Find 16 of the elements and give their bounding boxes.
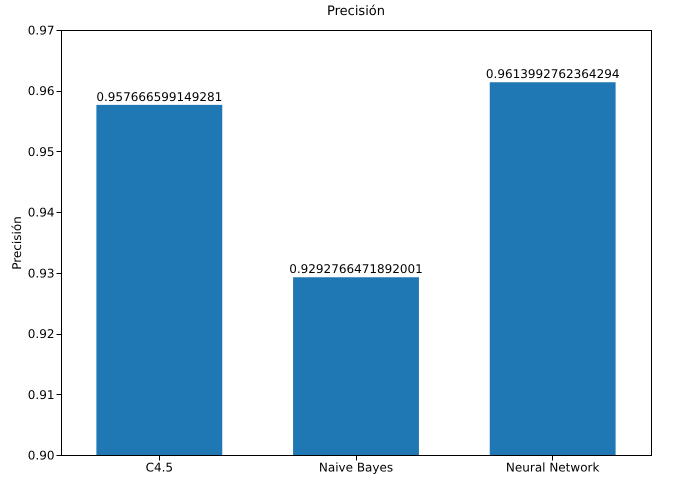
y-tick-label: 0.92	[28, 327, 54, 342]
data-label: 0.9613992762364294	[486, 67, 620, 82]
x-tick-label: Neural Network	[506, 460, 600, 474]
chart-title: Precisión	[326, 4, 386, 19]
y-tick-label: 0.91	[28, 388, 54, 402]
y-tick-label: 0.93	[28, 266, 54, 280]
x-tick-label: C4.5	[146, 460, 174, 474]
y-tick-label: 0.97	[28, 24, 54, 38]
x-tick-label: Naive Bayes	[318, 460, 394, 474]
y-tick-label: 0.95	[28, 144, 54, 159]
y-tick-label: 0.90	[28, 448, 54, 462]
data-label: 0.957666599149281	[96, 90, 222, 104]
y-tick-label: 0.94	[28, 206, 54, 220]
data-label: 0.9292766471892001	[289, 262, 423, 276]
y-axis-title: Precisión	[10, 216, 24, 270]
y-tick-label: 0.96	[28, 84, 54, 98]
